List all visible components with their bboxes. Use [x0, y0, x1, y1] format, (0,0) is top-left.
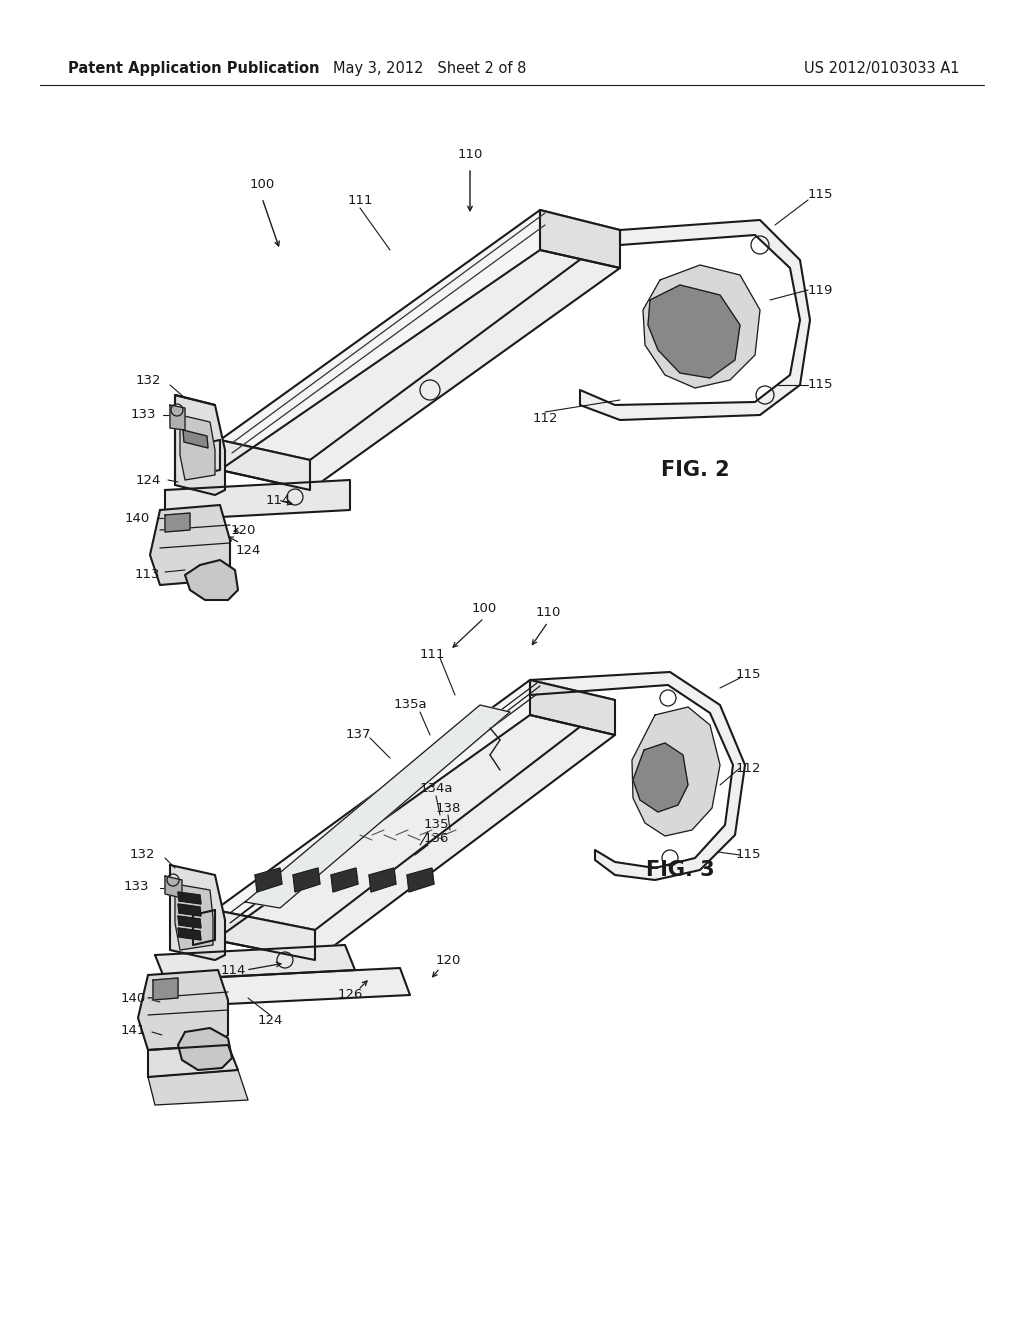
- Polygon shape: [148, 1045, 238, 1077]
- Polygon shape: [220, 440, 310, 490]
- Polygon shape: [369, 869, 396, 892]
- Text: 111: 111: [347, 194, 373, 206]
- Text: 112: 112: [532, 412, 558, 425]
- Polygon shape: [215, 909, 315, 960]
- Text: 100: 100: [471, 602, 497, 615]
- Text: 112: 112: [735, 762, 761, 775]
- Text: 115: 115: [807, 379, 833, 392]
- Text: 133: 133: [130, 408, 156, 421]
- Polygon shape: [178, 892, 201, 904]
- Text: 115: 115: [735, 668, 761, 681]
- Text: 140: 140: [124, 511, 150, 524]
- Text: 120: 120: [230, 524, 256, 536]
- Text: FIG. 2: FIG. 2: [660, 459, 729, 480]
- Text: 133: 133: [123, 880, 148, 894]
- Text: FIG. 3: FIG. 3: [646, 861, 715, 880]
- Polygon shape: [245, 705, 510, 908]
- Polygon shape: [178, 916, 201, 928]
- Polygon shape: [175, 395, 225, 495]
- Text: 140: 140: [121, 991, 145, 1005]
- Polygon shape: [530, 680, 615, 735]
- Polygon shape: [540, 210, 620, 268]
- Polygon shape: [215, 680, 615, 931]
- Text: 141: 141: [120, 1023, 145, 1036]
- Text: 135: 135: [423, 818, 449, 832]
- Polygon shape: [148, 1071, 248, 1105]
- Polygon shape: [178, 928, 201, 940]
- Text: 100: 100: [250, 178, 274, 191]
- Polygon shape: [138, 970, 228, 1049]
- Text: 114: 114: [220, 964, 246, 977]
- Text: US 2012/0103033 A1: US 2012/0103033 A1: [805, 61, 961, 75]
- Polygon shape: [170, 865, 225, 960]
- Text: 115: 115: [735, 849, 761, 862]
- Polygon shape: [180, 414, 215, 480]
- Text: 115: 115: [807, 189, 833, 202]
- Text: 110: 110: [536, 606, 561, 619]
- Polygon shape: [633, 743, 688, 812]
- Polygon shape: [155, 945, 355, 979]
- Text: 120: 120: [435, 953, 461, 966]
- Text: 124: 124: [236, 544, 261, 557]
- Polygon shape: [293, 869, 319, 892]
- Text: 110: 110: [458, 149, 482, 161]
- Text: 136: 136: [423, 832, 449, 845]
- Polygon shape: [178, 1028, 232, 1071]
- Text: 137: 137: [345, 729, 371, 742]
- Text: 126: 126: [337, 989, 362, 1002]
- Polygon shape: [643, 265, 760, 388]
- Text: 135a: 135a: [393, 698, 427, 711]
- Polygon shape: [195, 440, 220, 475]
- Text: 134a: 134a: [419, 781, 453, 795]
- Polygon shape: [648, 285, 740, 378]
- Text: 132: 132: [129, 849, 155, 862]
- Polygon shape: [220, 249, 620, 490]
- Polygon shape: [215, 715, 615, 960]
- Polygon shape: [178, 904, 201, 916]
- Polygon shape: [170, 405, 185, 430]
- Text: 132: 132: [135, 374, 161, 387]
- Text: 111: 111: [419, 648, 444, 661]
- Polygon shape: [153, 978, 178, 1001]
- Polygon shape: [220, 210, 620, 459]
- Text: 114: 114: [265, 494, 291, 507]
- Text: 124: 124: [257, 1014, 283, 1027]
- Polygon shape: [331, 869, 358, 892]
- Polygon shape: [255, 869, 282, 892]
- Polygon shape: [580, 220, 810, 420]
- Polygon shape: [193, 909, 215, 945]
- Text: 119: 119: [807, 284, 833, 297]
- Polygon shape: [183, 430, 208, 447]
- Polygon shape: [165, 513, 190, 532]
- Text: Patent Application Publication: Patent Application Publication: [68, 61, 319, 75]
- Polygon shape: [165, 480, 350, 520]
- Polygon shape: [175, 884, 213, 950]
- Polygon shape: [530, 672, 745, 880]
- Polygon shape: [165, 876, 182, 898]
- Polygon shape: [632, 708, 720, 836]
- Polygon shape: [150, 506, 230, 585]
- Text: 138: 138: [435, 801, 461, 814]
- Text: 113: 113: [134, 569, 160, 582]
- Polygon shape: [155, 968, 410, 1007]
- Text: May 3, 2012   Sheet 2 of 8: May 3, 2012 Sheet 2 of 8: [334, 61, 526, 75]
- Polygon shape: [185, 560, 238, 601]
- Polygon shape: [407, 869, 434, 892]
- Text: 124: 124: [135, 474, 161, 487]
